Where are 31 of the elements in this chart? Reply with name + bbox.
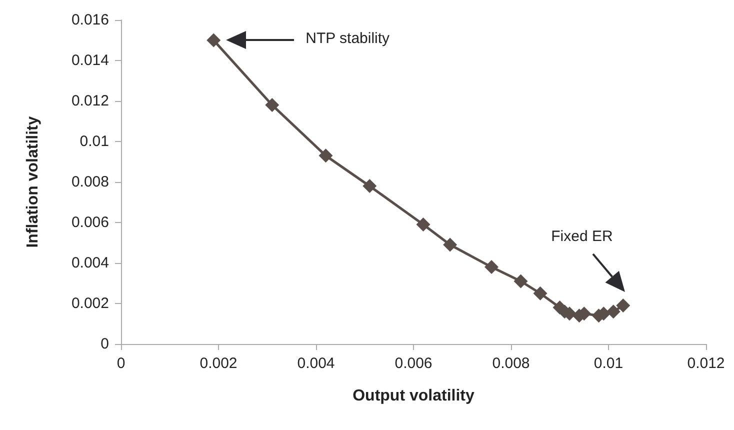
point [206, 33, 221, 48]
point [514, 274, 528, 288]
point [443, 238, 458, 252]
y-axis-title: Inflation volatility [24, 116, 42, 248]
annotation: NTP stability [306, 30, 390, 48]
point [606, 304, 620, 319]
x-tick-label: 0.006 [394, 355, 432, 372]
x-tick-label: 0.012 [687, 355, 725, 372]
y-tick-label: 0 [100, 336, 109, 352]
x-tick-label: 0.01 [594, 355, 624, 372]
y-tick-label: 0.014 [71, 52, 109, 69]
x-tick-label: 0.004 [297, 355, 335, 372]
y-tick-label: 0.016 [71, 12, 109, 28]
point [616, 298, 630, 313]
x-tick-label: 0.002 [200, 355, 238, 372]
point [362, 179, 377, 194]
x-tick-label: 0.008 [492, 355, 530, 372]
point [484, 260, 498, 274]
point [265, 98, 280, 112]
y-tick-label: 0.01 [80, 133, 109, 150]
y-tick-label: 0.012 [71, 92, 109, 110]
x-axis-title: Output volatility [352, 388, 474, 404]
point [318, 148, 333, 163]
point [533, 286, 548, 300]
y-tick-label: 0.008 [71, 174, 109, 190]
annotation: Fixed ER [551, 228, 613, 245]
y-tick-label: 0.006 [71, 214, 109, 231]
x-tick-label: 0 [116, 355, 126, 372]
point [416, 218, 430, 232]
y-tick-label: 0.002 [71, 295, 109, 312]
y-tick-label: 0.004 [71, 254, 109, 272]
